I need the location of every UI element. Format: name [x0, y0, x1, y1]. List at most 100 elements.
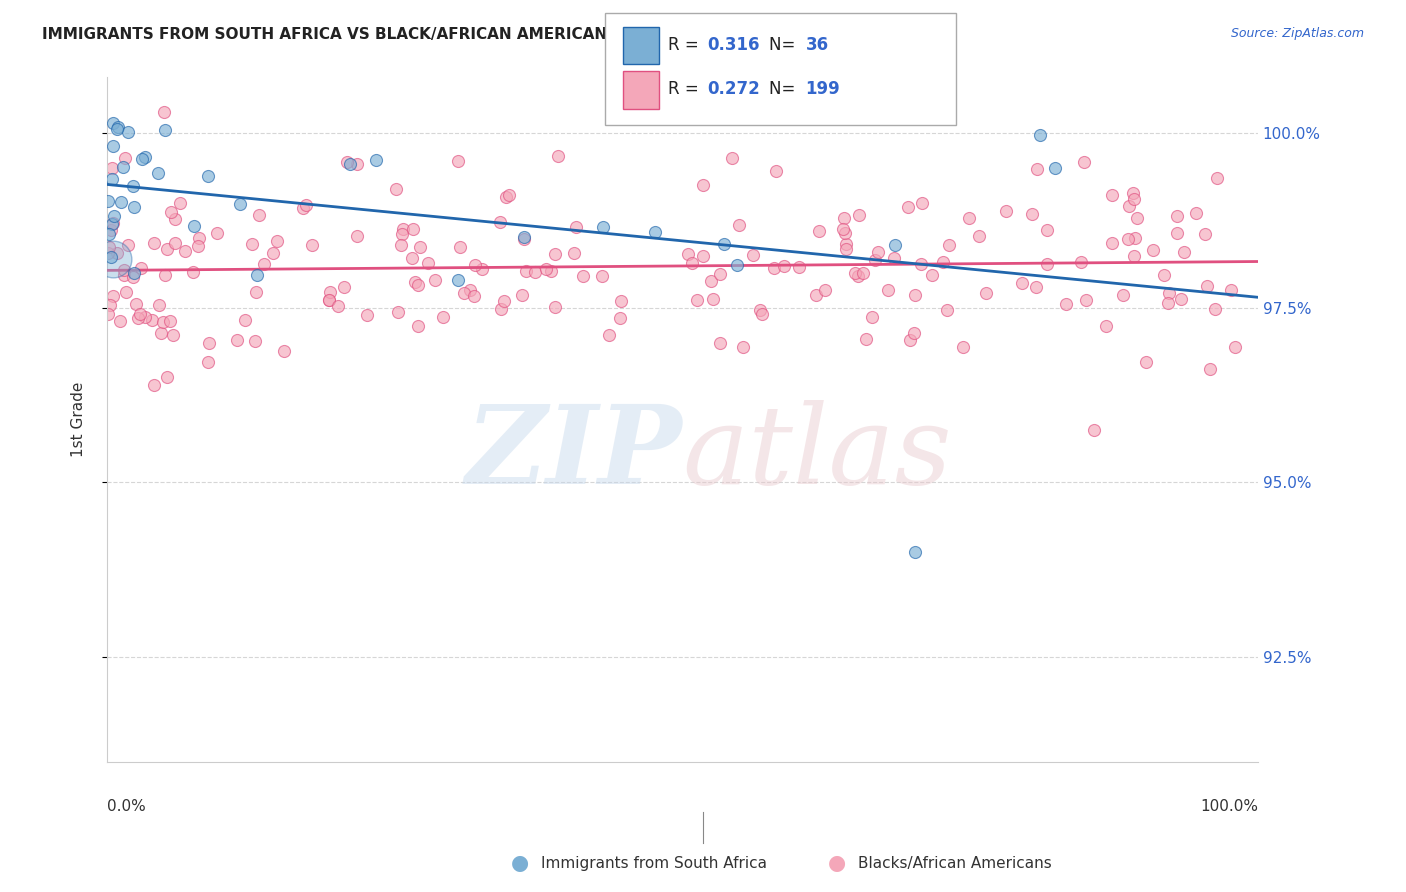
Point	[100, 250, 122, 264]
Point	[392, 221, 415, 235]
Point	[742, 248, 765, 262]
Text: atlas: atlas	[682, 401, 952, 508]
Point	[226, 333, 249, 347]
Point	[122, 178, 145, 193]
Point	[952, 339, 974, 353]
Point	[273, 344, 295, 359]
Point	[101, 216, 124, 230]
Point	[152, 105, 174, 120]
Point	[727, 258, 749, 272]
Text: ●: ●	[828, 854, 845, 873]
Point	[855, 332, 877, 346]
Point	[101, 217, 124, 231]
Text: ●: ●	[512, 854, 529, 873]
Point	[301, 238, 323, 252]
Point	[197, 169, 219, 184]
Text: 100.0%: 100.0%	[1199, 799, 1258, 814]
Point	[447, 273, 470, 287]
Point	[122, 200, 145, 214]
Point	[852, 266, 875, 280]
Point	[100, 223, 122, 237]
Point	[834, 211, 856, 226]
Point	[1112, 288, 1135, 302]
Point	[318, 293, 340, 308]
Point	[121, 270, 143, 285]
Point	[681, 256, 703, 270]
Point	[198, 335, 221, 350]
Text: Immigrants from South Africa: Immigrants from South Africa	[541, 856, 768, 871]
Point	[721, 151, 744, 165]
Point	[1021, 206, 1043, 220]
Point	[814, 283, 837, 297]
Point	[149, 326, 172, 340]
Point	[1118, 199, 1140, 213]
Point	[101, 116, 124, 130]
Point	[295, 198, 318, 212]
Point	[97, 307, 120, 321]
Point	[229, 196, 252, 211]
Point	[107, 120, 129, 134]
Point	[489, 302, 512, 317]
Y-axis label: 1st Grade: 1st Grade	[72, 382, 86, 458]
Point	[572, 269, 595, 284]
Point	[1225, 340, 1247, 354]
Point	[1070, 254, 1092, 268]
Point	[423, 273, 446, 287]
Point	[1029, 128, 1052, 143]
Point	[160, 204, 183, 219]
Point	[967, 229, 990, 244]
Point	[98, 298, 121, 312]
Point	[1083, 423, 1105, 437]
Point	[609, 311, 631, 326]
Point	[97, 227, 120, 241]
Point	[877, 283, 900, 297]
Point	[319, 285, 342, 300]
Point	[114, 285, 136, 299]
Point	[510, 287, 533, 301]
Point	[339, 157, 361, 171]
Point	[163, 235, 186, 250]
Point	[591, 269, 613, 284]
Point	[266, 234, 288, 248]
Point	[163, 212, 186, 227]
Point	[409, 239, 432, 253]
Point	[709, 267, 731, 281]
Point	[1122, 249, 1144, 263]
Text: 0.272: 0.272	[707, 80, 761, 98]
Point	[114, 152, 136, 166]
Point	[808, 224, 831, 238]
Point	[1122, 186, 1144, 201]
Point	[834, 242, 856, 256]
Point	[183, 265, 205, 279]
Point	[292, 201, 315, 215]
Point	[187, 239, 209, 253]
Point	[205, 226, 228, 240]
Point	[709, 336, 731, 351]
Point	[495, 189, 517, 203]
Point	[148, 298, 170, 312]
Point	[162, 328, 184, 343]
Point	[644, 225, 666, 239]
Point	[471, 261, 494, 276]
Point	[492, 294, 515, 309]
Point	[114, 263, 136, 277]
Text: N=: N=	[769, 36, 800, 54]
Point	[97, 246, 120, 260]
Point	[686, 293, 709, 307]
Text: 199: 199	[806, 80, 841, 98]
Point	[1101, 188, 1123, 202]
Point	[700, 274, 723, 288]
Text: R =: R =	[668, 80, 704, 98]
Point	[848, 208, 870, 222]
Point	[848, 268, 870, 283]
Point	[134, 150, 156, 164]
Point	[488, 215, 510, 229]
Point	[1157, 296, 1180, 310]
Point	[432, 310, 454, 324]
Point	[1170, 292, 1192, 306]
Point	[1025, 280, 1047, 294]
Point	[262, 246, 284, 260]
Point	[1094, 319, 1116, 334]
Point	[148, 166, 170, 180]
Point	[387, 305, 409, 319]
